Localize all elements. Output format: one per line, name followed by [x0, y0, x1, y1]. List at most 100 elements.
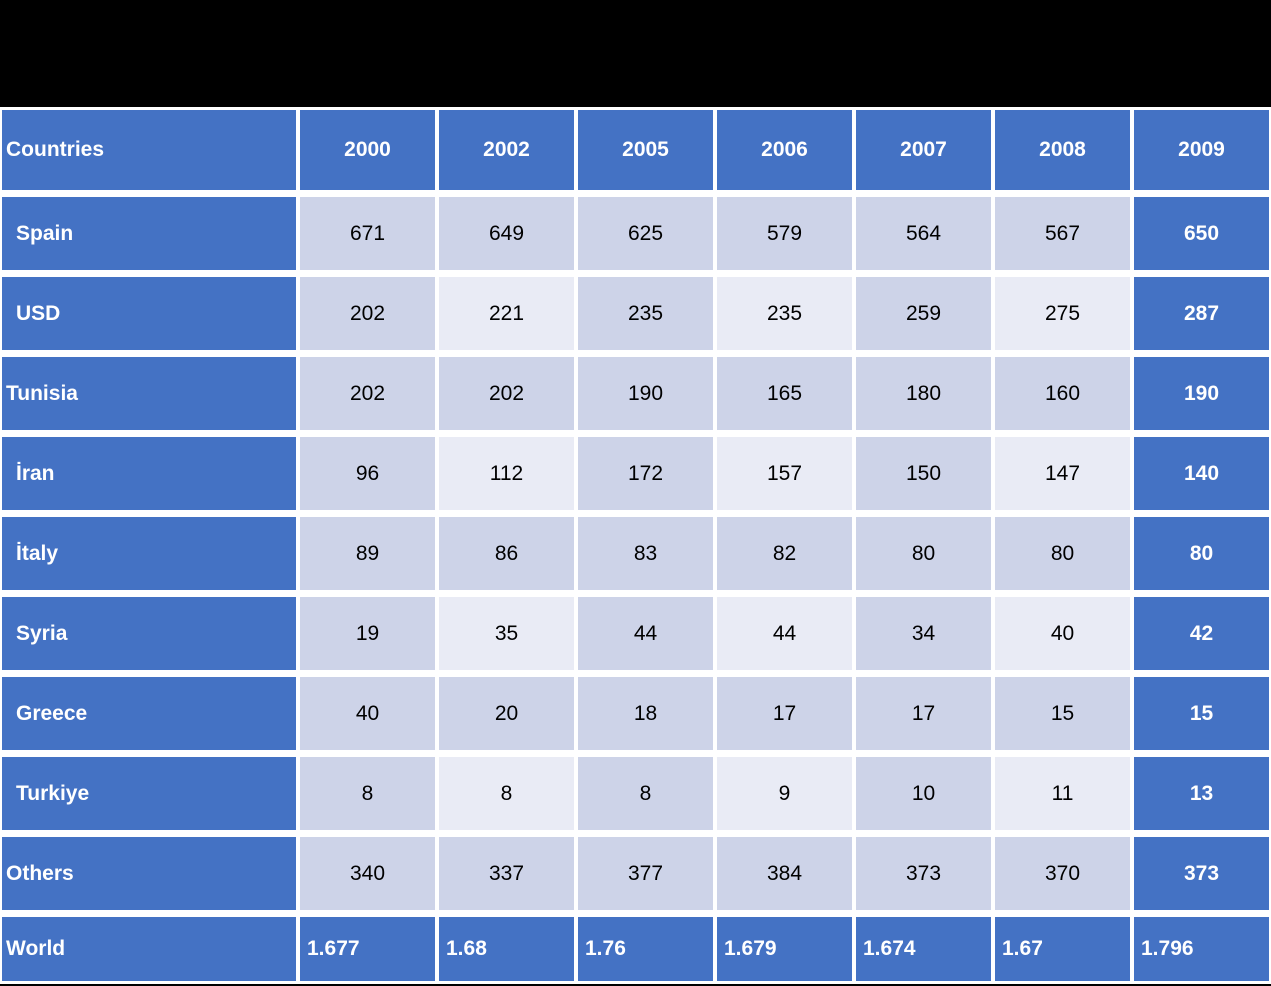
- total-value-cell: 1.674: [856, 917, 991, 981]
- data-cell: 42: [1134, 597, 1269, 670]
- data-cell: 40: [300, 677, 435, 750]
- data-cell: 340: [300, 837, 435, 910]
- data-cell: 150: [856, 437, 991, 510]
- table-row: Turkiye 8 8 8 9 10 11 13: [2, 757, 1269, 830]
- data-cell: 96: [300, 437, 435, 510]
- table-row: USD 202 221 235 235 259 275 287: [2, 277, 1269, 350]
- data-cell: 8: [300, 757, 435, 830]
- data-cell: 44: [578, 597, 713, 670]
- table-row: Spain 671 649 625 579 564 567 650: [2, 197, 1269, 270]
- data-cell: 157: [717, 437, 852, 510]
- table-row: Greece 40 20 18 17 17 15 15: [2, 677, 1269, 750]
- data-cell: 18: [578, 677, 713, 750]
- data-cell: 80: [856, 517, 991, 590]
- data-cell: 221: [439, 277, 574, 350]
- data-cell: 202: [300, 277, 435, 350]
- total-value-cell: 1.679: [717, 917, 852, 981]
- data-cell: 80: [995, 517, 1130, 590]
- data-cell: 34: [856, 597, 991, 670]
- data-cell: 20: [439, 677, 574, 750]
- table-row: Others 340 337 377 384 373 370 373: [2, 837, 1269, 910]
- data-cell: 190: [1134, 357, 1269, 430]
- data-cell: 259: [856, 277, 991, 350]
- table-total-row: World 1.677 1.68 1.76 1.679 1.674 1.67 1.796: [2, 917, 1269, 981]
- column-header-2006: 2006: [717, 110, 852, 190]
- data-cell: 140: [1134, 437, 1269, 510]
- data-cell: 40: [995, 597, 1130, 670]
- column-header-2005: 2005: [578, 110, 713, 190]
- data-cell: 567: [995, 197, 1130, 270]
- data-cell: 17: [717, 677, 852, 750]
- column-header-2008: 2008: [995, 110, 1130, 190]
- data-cell: 13: [1134, 757, 1269, 830]
- data-cell: 235: [717, 277, 852, 350]
- total-value-cell: 1.76: [578, 917, 713, 981]
- row-label: İtaly: [2, 517, 296, 590]
- column-header-2002: 2002: [439, 110, 574, 190]
- data-cell: 15: [1134, 677, 1269, 750]
- data-cell: 202: [439, 357, 574, 430]
- data-cell: 180: [856, 357, 991, 430]
- row-label: USD: [2, 277, 296, 350]
- row-label: Others: [2, 837, 296, 910]
- data-cell: 112: [439, 437, 574, 510]
- total-value-cell: 1.796: [1134, 917, 1269, 981]
- data-cell: 649: [439, 197, 574, 270]
- column-header-countries: Countries: [2, 110, 296, 190]
- total-value-cell: 1.68: [439, 917, 574, 981]
- data-cell: 165: [717, 357, 852, 430]
- column-header-2000: 2000: [300, 110, 435, 190]
- data-cell: 202: [300, 357, 435, 430]
- row-label: İran: [2, 437, 296, 510]
- total-value-cell: 1.67: [995, 917, 1130, 981]
- data-cell: 373: [1134, 837, 1269, 910]
- total-value-cell: 1.677: [300, 917, 435, 981]
- data-cell: 17: [856, 677, 991, 750]
- title-area: [0, 0, 1271, 107]
- row-label: Spain: [2, 197, 296, 270]
- row-label: Turkiye: [2, 757, 296, 830]
- total-row-label: World: [2, 917, 296, 981]
- data-cell: 190: [578, 357, 713, 430]
- data-cell: 172: [578, 437, 713, 510]
- column-header-2007: 2007: [856, 110, 991, 190]
- data-cell: 8: [578, 757, 713, 830]
- data-cell: 650: [1134, 197, 1269, 270]
- data-cell: 35: [439, 597, 574, 670]
- data-cell: 377: [578, 837, 713, 910]
- data-cell: 625: [578, 197, 713, 270]
- data-cell: 160: [995, 357, 1130, 430]
- data-cell: 275: [995, 277, 1130, 350]
- row-label: Syria: [2, 597, 296, 670]
- row-label: Tunisia: [2, 357, 296, 430]
- data-cell: 44: [717, 597, 852, 670]
- data-cell: 86: [439, 517, 574, 590]
- data-cell: 19: [300, 597, 435, 670]
- data-cell: 579: [717, 197, 852, 270]
- data-cell: 373: [856, 837, 991, 910]
- data-cell: 89: [300, 517, 435, 590]
- table-row: Tunisia 202 202 190 165 180 160 190: [2, 357, 1269, 430]
- countries-data-table: Countries 2000 2002 2005 2006 2007 2008 …: [0, 107, 1271, 984]
- data-cell: 82: [717, 517, 852, 590]
- data-cell: 10: [856, 757, 991, 830]
- table-header-row: Countries 2000 2002 2005 2006 2007 2008 …: [2, 110, 1269, 190]
- data-cell: 287: [1134, 277, 1269, 350]
- data-cell: 83: [578, 517, 713, 590]
- data-cell: 147: [995, 437, 1130, 510]
- data-cell: 370: [995, 837, 1130, 910]
- data-cell: 337: [439, 837, 574, 910]
- table-body: Spain 671 649 625 579 564 567 650 USD 202 221 235 23…: [2, 197, 1269, 910]
- data-cell: 11: [995, 757, 1130, 830]
- table-row: İtaly 89 86 83 82 80 80 80: [2, 517, 1269, 590]
- data-cell: 15: [995, 677, 1130, 750]
- data-cell: 235: [578, 277, 713, 350]
- data-cell: 564: [856, 197, 991, 270]
- data-cell: 671: [300, 197, 435, 270]
- data-cell: 384: [717, 837, 852, 910]
- table-row: İran 96 112 172 157 150 147 140: [2, 437, 1269, 510]
- row-label: Greece: [2, 677, 296, 750]
- column-header-2009: 2009: [1134, 110, 1269, 190]
- data-cell: 9: [717, 757, 852, 830]
